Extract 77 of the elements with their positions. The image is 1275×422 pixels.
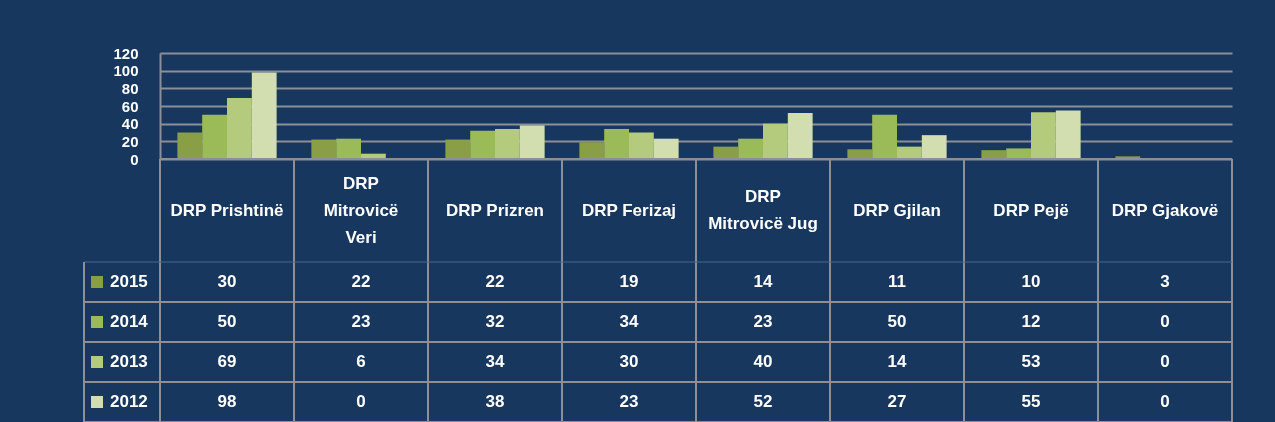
bar — [763, 123, 788, 159]
data-label: 53 — [1021, 352, 1041, 371]
data-label: 30 — [217, 272, 237, 291]
bar — [227, 98, 252, 159]
bar — [495, 128, 520, 159]
data-label: 69 — [217, 352, 237, 371]
data-label: 40 — [753, 352, 773, 371]
data-label: 10 — [1021, 272, 1041, 291]
bar — [579, 142, 605, 159]
data-label: 23 — [753, 312, 773, 331]
x-tick-label: DRP Ferizaj — [581, 200, 677, 220]
data-label: 11 — [888, 272, 906, 291]
data-label: 34 — [485, 352, 505, 371]
data-label: 52 — [753, 392, 773, 411]
data-label: 14 — [887, 352, 907, 371]
bar — [470, 130, 495, 159]
bar — [445, 139, 471, 159]
data-label: 55 — [1021, 392, 1041, 411]
bar — [872, 114, 897, 159]
x-tick-label: DRP Gjakovë — [1111, 200, 1219, 220]
x-tick-label: DRP Gjilan — [853, 200, 941, 220]
data-label: 23 — [619, 392, 639, 411]
data-label: 22 — [351, 272, 371, 291]
bar — [847, 149, 873, 159]
x-tick-label: DRP Pejë — [993, 200, 1069, 220]
bar — [251, 72, 277, 159]
x-tick-label: DRP Prishtinë — [170, 200, 284, 220]
bar — [787, 113, 813, 159]
x-tick-label: DRP Mitrovicë Veri — [323, 173, 399, 247]
data-label: 27 — [887, 392, 907, 411]
legend-label: 2014 — [110, 312, 149, 331]
bar — [1031, 112, 1056, 159]
y-tick-label: 80 — [121, 79, 139, 97]
x-tick-label: DRP Prizren — [446, 200, 544, 220]
bar — [177, 132, 203, 159]
data-label: 3 — [1160, 272, 1170, 291]
data-label: 0 — [1160, 392, 1170, 411]
data-label: 50 — [887, 312, 907, 331]
data-label: 34 — [619, 312, 639, 331]
data-label: 0 — [356, 392, 366, 411]
y-tick-label: 60 — [121, 97, 139, 115]
y-tick-label: 20 — [121, 132, 139, 150]
bar — [336, 138, 361, 159]
data-label: 22 — [485, 272, 505, 291]
bar — [897, 146, 922, 159]
y-tick-label: 40 — [121, 115, 139, 133]
bar — [653, 138, 679, 159]
bar — [629, 132, 654, 159]
y-tick-label: 0 — [130, 150, 139, 168]
data-label: 0 — [1160, 352, 1170, 371]
data-label: 12 — [1021, 312, 1041, 331]
data-label: 23 — [351, 312, 371, 331]
bar — [921, 135, 947, 159]
data-label: 98 — [217, 392, 237, 411]
data-label: 6 — [356, 352, 366, 371]
bar — [713, 146, 739, 159]
bar — [604, 128, 629, 159]
y-tick-label: 120 — [113, 44, 139, 62]
bar — [1006, 148, 1031, 159]
y-tick-label: 100 — [113, 62, 139, 80]
data-label: 38 — [485, 392, 505, 411]
bar — [202, 114, 227, 159]
data-label: 19 — [619, 272, 639, 291]
bar — [311, 139, 337, 159]
bar — [981, 150, 1007, 159]
data-label: 0 — [1160, 312, 1170, 331]
x-tick-label: DRP Mitrovicë Jug — [708, 187, 818, 233]
data-label: 14 — [753, 272, 773, 291]
legend-label: 2012 — [110, 392, 148, 411]
legend-label: 2013 — [110, 352, 148, 371]
legend-label: 2015 — [110, 272, 148, 291]
data-label: 50 — [217, 312, 237, 331]
data-label: 32 — [485, 312, 505, 331]
bar — [1055, 110, 1081, 159]
bar — [519, 125, 545, 159]
bar — [738, 138, 763, 159]
data-label: 30 — [619, 352, 639, 371]
